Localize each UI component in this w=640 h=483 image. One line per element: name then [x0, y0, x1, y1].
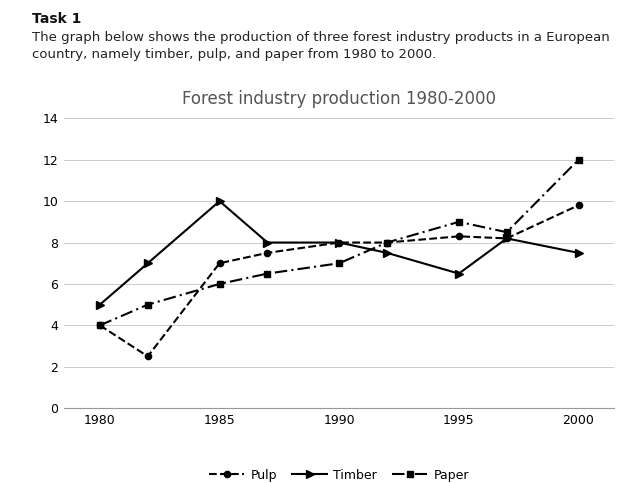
Paper	[96, 323, 104, 328]
Line: Paper: Paper	[97, 157, 581, 328]
Timber	[264, 240, 271, 245]
Title: Forest industry production 1980-2000: Forest industry production 1980-2000	[182, 90, 496, 109]
Timber	[335, 240, 343, 245]
Text: Task 1: Task 1	[32, 12, 81, 26]
Timber	[96, 302, 104, 308]
Timber	[575, 250, 582, 256]
Pulp	[96, 323, 104, 328]
Timber	[144, 260, 152, 266]
Timber	[455, 270, 463, 276]
Legend: Pulp, Timber, Paper: Pulp, Timber, Paper	[204, 464, 474, 483]
Pulp	[144, 354, 152, 359]
Pulp	[264, 250, 271, 256]
Pulp	[383, 240, 391, 245]
Timber	[503, 236, 511, 242]
Pulp	[503, 236, 511, 242]
Paper	[335, 260, 343, 266]
Text: The graph below shows the production of three forest industry products in a Euro: The graph below shows the production of …	[32, 31, 610, 61]
Paper	[575, 157, 582, 163]
Pulp	[455, 233, 463, 239]
Paper	[216, 281, 223, 287]
Timber	[216, 198, 223, 204]
Paper	[264, 270, 271, 276]
Timber	[383, 250, 391, 256]
Line: Timber: Timber	[96, 198, 582, 309]
Paper	[455, 219, 463, 225]
Paper	[144, 302, 152, 308]
Pulp	[216, 260, 223, 266]
Paper	[503, 229, 511, 235]
Line: Pulp: Pulp	[97, 202, 582, 359]
Pulp	[335, 240, 343, 245]
Pulp	[575, 202, 582, 208]
Paper	[383, 240, 391, 245]
